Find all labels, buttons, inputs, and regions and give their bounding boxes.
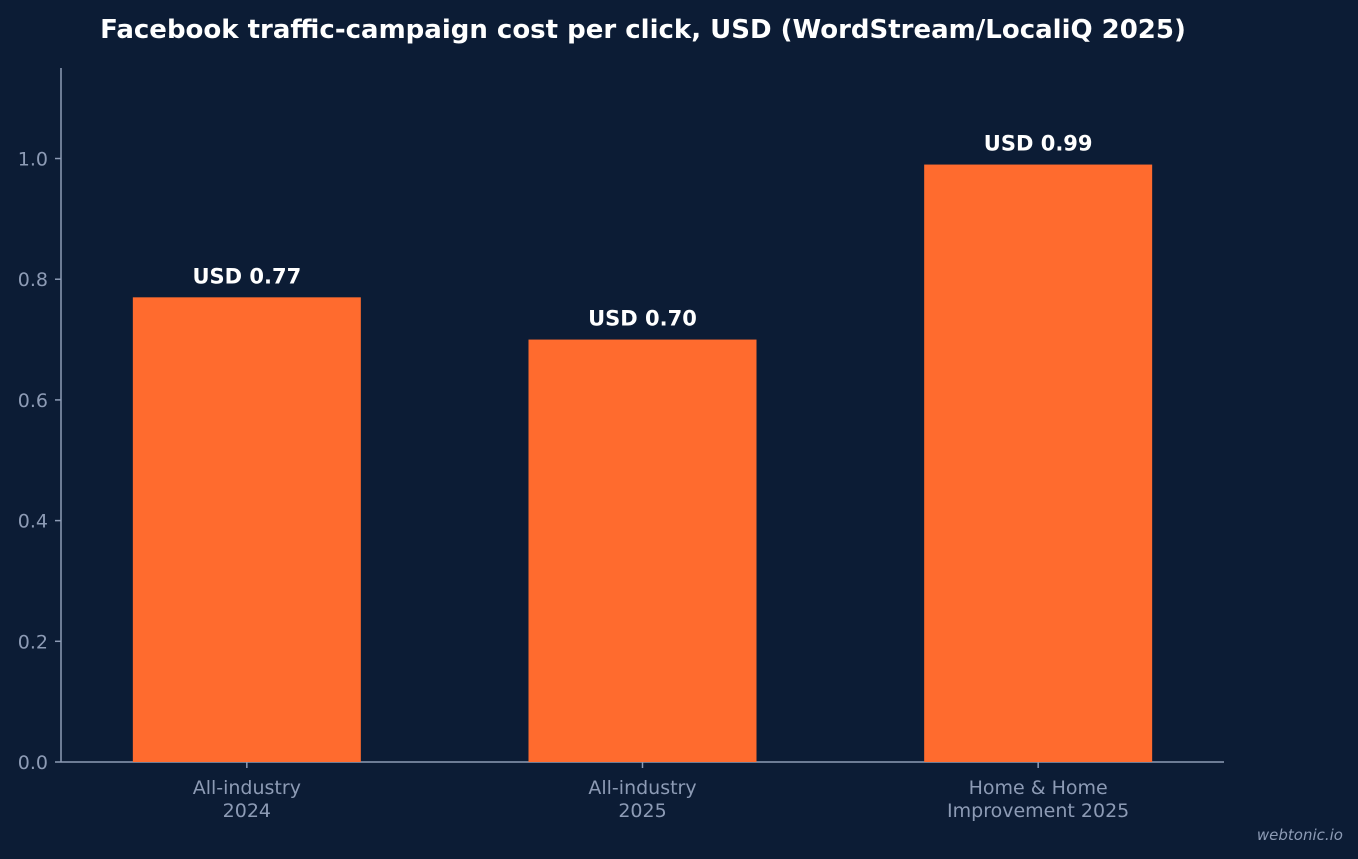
y-tick-label: 0.4 [18,511,48,533]
chart-title: Facebook traffic-campaign cost per click… [100,15,1186,45]
y-tick-label: 1.0 [18,149,48,171]
bars [132,164,1153,762]
y-tick-label: 0.6 [18,390,48,412]
x-tick-label: All-industry [193,777,301,799]
y-tick-label: 0.2 [18,631,48,653]
x-tick-label: Home & Home [969,777,1108,799]
bar [132,297,361,762]
x-tick-label: Improvement 2025 [947,800,1129,822]
bar [528,339,757,762]
x-tick-label: All-industry [588,777,696,799]
data-labels: USD 0.77 USD 0.70 USD 0.99 [192,132,1092,331]
y-tick-label: 0.8 [18,269,48,291]
y-tick-label: 0.0 [18,752,48,774]
bar-value-label: USD 0.77 [192,264,301,288]
bar-value-label: USD 0.70 [588,307,697,331]
x-tick-label: 2024 [223,800,271,822]
watermark-text: webtonic.io [1257,826,1343,844]
bar [924,164,1153,762]
bar-value-label: USD 0.99 [984,132,1093,156]
x-tick-label: 2025 [618,800,666,822]
y-axis: 0.0 0.2 0.4 0.6 0.8 1.0 [18,68,62,774]
